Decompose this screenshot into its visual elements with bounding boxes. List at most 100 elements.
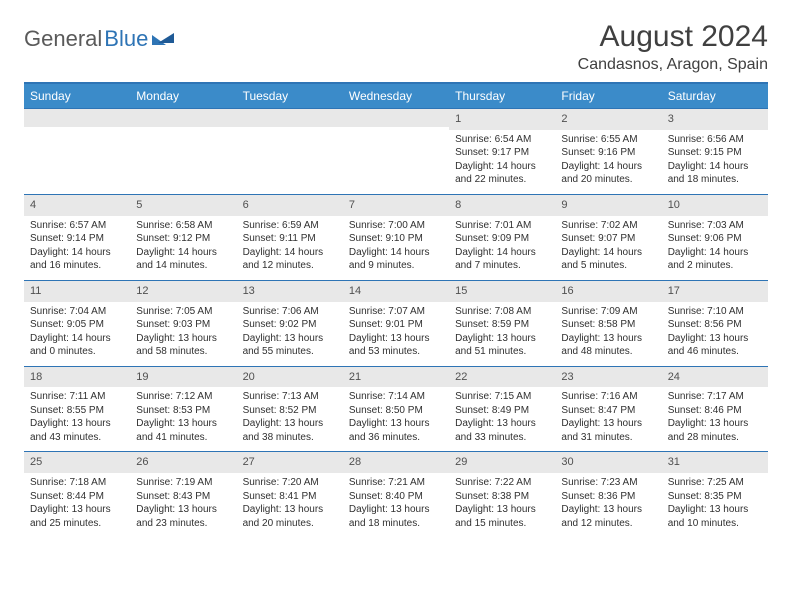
sunset-line: Sunset: 9:12 PM	[136, 232, 230, 246]
day-cell	[130, 109, 236, 194]
sunrise-line: Sunrise: 7:04 AM	[30, 305, 124, 319]
sunset-line: Sunset: 9:05 PM	[30, 318, 124, 332]
calendar-page: GeneralBlue August 2024 Candasnos, Arago…	[0, 0, 792, 547]
sunset-line: Sunset: 9:14 PM	[30, 232, 124, 246]
daylight-line: Daylight: 13 hours and 46 minutes.	[668, 332, 762, 359]
day-cell: 24Sunrise: 7:17 AMSunset: 8:46 PMDayligh…	[662, 367, 768, 452]
sunset-line: Sunset: 8:50 PM	[349, 404, 443, 418]
sunset-line: Sunset: 8:55 PM	[30, 404, 124, 418]
daylight-line: Daylight: 13 hours and 18 minutes.	[349, 503, 443, 530]
sunrise-line: Sunrise: 7:23 AM	[561, 476, 655, 490]
day-cell: 21Sunrise: 7:14 AMSunset: 8:50 PMDayligh…	[343, 367, 449, 452]
sunrise-line: Sunrise: 6:55 AM	[561, 133, 655, 147]
day-body: Sunrise: 7:04 AMSunset: 9:05 PMDaylight:…	[24, 302, 130, 366]
dow-header-row: SundayMondayTuesdayWednesdayThursdayFrid…	[24, 84, 768, 108]
sunset-line: Sunset: 8:44 PM	[30, 490, 124, 504]
sunrise-line: Sunrise: 7:15 AM	[455, 390, 549, 404]
sunset-line: Sunset: 9:07 PM	[561, 232, 655, 246]
dow-cell: Saturday	[662, 84, 768, 108]
day-number: 14	[343, 281, 449, 302]
sunrise-line: Sunrise: 7:25 AM	[668, 476, 762, 490]
daylight-line: Daylight: 13 hours and 15 minutes.	[455, 503, 549, 530]
daylight-line: Daylight: 13 hours and 20 minutes.	[243, 503, 337, 530]
day-body	[237, 127, 343, 191]
day-cell: 1Sunrise: 6:54 AMSunset: 9:17 PMDaylight…	[449, 109, 555, 194]
sunrise-line: Sunrise: 6:54 AM	[455, 133, 549, 147]
day-number: 5	[130, 195, 236, 216]
day-cell: 28Sunrise: 7:21 AMSunset: 8:40 PMDayligh…	[343, 452, 449, 537]
daylight-line: Daylight: 14 hours and 14 minutes.	[136, 246, 230, 273]
day-number: 9	[555, 195, 661, 216]
sunrise-line: Sunrise: 7:20 AM	[243, 476, 337, 490]
sunset-line: Sunset: 9:02 PM	[243, 318, 337, 332]
dow-cell: Sunday	[24, 84, 130, 108]
day-number: 22	[449, 367, 555, 388]
logo-icon	[152, 29, 174, 45]
day-body: Sunrise: 7:13 AMSunset: 8:52 PMDaylight:…	[237, 387, 343, 451]
day-number: 4	[24, 195, 130, 216]
day-number: 13	[237, 281, 343, 302]
day-number: 10	[662, 195, 768, 216]
sunset-line: Sunset: 8:36 PM	[561, 490, 655, 504]
day-body: Sunrise: 7:02 AMSunset: 9:07 PMDaylight:…	[555, 216, 661, 280]
sunrise-line: Sunrise: 7:17 AM	[668, 390, 762, 404]
daylight-line: Daylight: 14 hours and 20 minutes.	[561, 160, 655, 187]
month-title: August 2024	[578, 20, 768, 54]
sunset-line: Sunset: 8:58 PM	[561, 318, 655, 332]
day-cell: 4Sunrise: 6:57 AMSunset: 9:14 PMDaylight…	[24, 195, 130, 280]
day-cell: 11Sunrise: 7:04 AMSunset: 9:05 PMDayligh…	[24, 281, 130, 366]
sunrise-line: Sunrise: 7:00 AM	[349, 219, 443, 233]
day-cell: 14Sunrise: 7:07 AMSunset: 9:01 PMDayligh…	[343, 281, 449, 366]
day-cell: 22Sunrise: 7:15 AMSunset: 8:49 PMDayligh…	[449, 367, 555, 452]
day-body: Sunrise: 7:12 AMSunset: 8:53 PMDaylight:…	[130, 387, 236, 451]
sunset-line: Sunset: 8:35 PM	[668, 490, 762, 504]
day-body	[343, 127, 449, 191]
daylight-line: Daylight: 13 hours and 51 minutes.	[455, 332, 549, 359]
sunrise-line: Sunrise: 6:57 AM	[30, 219, 124, 233]
week-row: 1Sunrise: 6:54 AMSunset: 9:17 PMDaylight…	[24, 108, 768, 194]
daylight-line: Daylight: 13 hours and 48 minutes.	[561, 332, 655, 359]
day-number: 1	[449, 109, 555, 130]
location-label: Candasnos, Aragon, Spain	[578, 56, 768, 74]
daylight-line: Daylight: 13 hours and 10 minutes.	[668, 503, 762, 530]
day-number: 24	[662, 367, 768, 388]
day-body	[24, 127, 130, 191]
daylight-line: Daylight: 13 hours and 53 minutes.	[349, 332, 443, 359]
day-number: 15	[449, 281, 555, 302]
sunset-line: Sunset: 8:41 PM	[243, 490, 337, 504]
day-cell: 10Sunrise: 7:03 AMSunset: 9:06 PMDayligh…	[662, 195, 768, 280]
day-cell: 5Sunrise: 6:58 AMSunset: 9:12 PMDaylight…	[130, 195, 236, 280]
day-body: Sunrise: 7:19 AMSunset: 8:43 PMDaylight:…	[130, 473, 236, 537]
sunset-line: Sunset: 8:46 PM	[668, 404, 762, 418]
calendar-grid: SundayMondayTuesdayWednesdayThursdayFrid…	[24, 82, 768, 537]
daylight-line: Daylight: 14 hours and 22 minutes.	[455, 160, 549, 187]
daylight-line: Daylight: 13 hours and 41 minutes.	[136, 417, 230, 444]
day-cell: 25Sunrise: 7:18 AMSunset: 8:44 PMDayligh…	[24, 452, 130, 537]
day-cell	[343, 109, 449, 194]
sunset-line: Sunset: 8:59 PM	[455, 318, 549, 332]
sunrise-line: Sunrise: 7:16 AM	[561, 390, 655, 404]
daylight-line: Daylight: 14 hours and 18 minutes.	[668, 160, 762, 187]
day-body: Sunrise: 7:16 AMSunset: 8:47 PMDaylight:…	[555, 387, 661, 451]
day-number	[237, 109, 343, 127]
sunrise-line: Sunrise: 6:58 AM	[136, 219, 230, 233]
day-body: Sunrise: 7:23 AMSunset: 8:36 PMDaylight:…	[555, 473, 661, 537]
day-number: 27	[237, 452, 343, 473]
day-number: 31	[662, 452, 768, 473]
day-number: 23	[555, 367, 661, 388]
day-body: Sunrise: 6:59 AMSunset: 9:11 PMDaylight:…	[237, 216, 343, 280]
day-cell	[24, 109, 130, 194]
sunset-line: Sunset: 9:11 PM	[243, 232, 337, 246]
day-body: Sunrise: 7:22 AMSunset: 8:38 PMDaylight:…	[449, 473, 555, 537]
day-number: 19	[130, 367, 236, 388]
daylight-line: Daylight: 14 hours and 16 minutes.	[30, 246, 124, 273]
day-number: 18	[24, 367, 130, 388]
day-body: Sunrise: 7:03 AMSunset: 9:06 PMDaylight:…	[662, 216, 768, 280]
sunrise-line: Sunrise: 7:08 AM	[455, 305, 549, 319]
day-body: Sunrise: 7:20 AMSunset: 8:41 PMDaylight:…	[237, 473, 343, 537]
dow-cell: Tuesday	[237, 84, 343, 108]
day-body: Sunrise: 6:57 AMSunset: 9:14 PMDaylight:…	[24, 216, 130, 280]
day-body: Sunrise: 6:58 AMSunset: 9:12 PMDaylight:…	[130, 216, 236, 280]
day-number: 26	[130, 452, 236, 473]
daylight-line: Daylight: 14 hours and 12 minutes.	[243, 246, 337, 273]
